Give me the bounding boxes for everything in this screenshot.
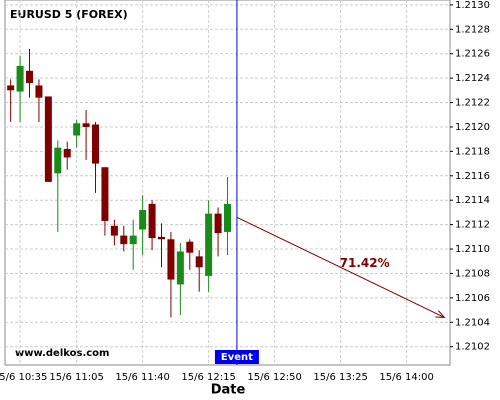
- candle-body: [82, 123, 90, 127]
- candle-body: [110, 225, 118, 236]
- chart-title: EURUSD 5 (FOREX): [10, 8, 128, 21]
- forecast-arrow: [236, 216, 445, 318]
- candle-body: [176, 251, 184, 285]
- x-axis-label: Date: [211, 383, 246, 398]
- candle-body: [16, 65, 24, 92]
- candle-body: [158, 236, 166, 240]
- candle-body: [205, 213, 213, 276]
- candle-body: [54, 147, 62, 174]
- arrow-head: [435, 310, 446, 318]
- y-tick-label: 1.2128: [455, 24, 490, 35]
- y-tick-label: 1.2110: [455, 244, 490, 255]
- candle-body: [73, 123, 81, 136]
- x-tick-label: 15/6 14:00: [379, 372, 433, 383]
- y-tick-label: 1.2112: [455, 220, 490, 231]
- candle-body: [167, 239, 175, 280]
- y-tick-label: 1.2124: [455, 73, 490, 84]
- candle-body: [186, 241, 194, 253]
- y-tick-label: 1.2118: [455, 146, 490, 157]
- y-tick-label: 1.2130: [455, 0, 490, 11]
- y-tick-label: 1.2108: [455, 268, 490, 279]
- x-tick-label: 15/6 12:50: [247, 372, 301, 383]
- candle-body: [7, 85, 15, 91]
- y-tick-label: 1.2116: [455, 171, 490, 182]
- x-tick-label: 15/6 12:15: [181, 372, 235, 383]
- candle-body: [129, 235, 137, 245]
- y-tick-label: 1.2120: [455, 122, 490, 133]
- candle-body: [92, 124, 100, 164]
- candle-body: [120, 235, 128, 245]
- y-tick-label: 1.2114: [455, 195, 490, 206]
- event-box: [214, 350, 259, 364]
- x-tick-label: 15/6 13:25: [313, 372, 367, 383]
- watermark: www.delkos.com: [15, 348, 109, 359]
- candle-body: [101, 167, 109, 221]
- y-tick-label: 1.2106: [455, 293, 490, 304]
- x-tick-label: 15/6 11:05: [49, 372, 103, 383]
- candle-body: [35, 85, 43, 98]
- candle-body: [148, 203, 156, 239]
- y-tick-label: 1.2104: [455, 317, 490, 328]
- candle-body: [44, 96, 52, 182]
- candle-body: [139, 209, 147, 230]
- candle-body: [195, 256, 203, 268]
- y-tick-label: 1.2126: [455, 49, 490, 60]
- forecast-label: 71.42%: [340, 256, 390, 270]
- candle-body: [224, 203, 231, 232]
- candle-body: [214, 213, 222, 234]
- candle-body: [26, 70, 34, 84]
- y-tick-label: 1.2122: [455, 98, 490, 109]
- candle-body: [63, 148, 71, 158]
- event-label: Event: [221, 352, 253, 363]
- x-tick-label: 15/6 10:35: [0, 372, 47, 383]
- x-tick-label: 15/6 11:40: [115, 372, 169, 383]
- y-tick-label: 1.2102: [455, 342, 490, 353]
